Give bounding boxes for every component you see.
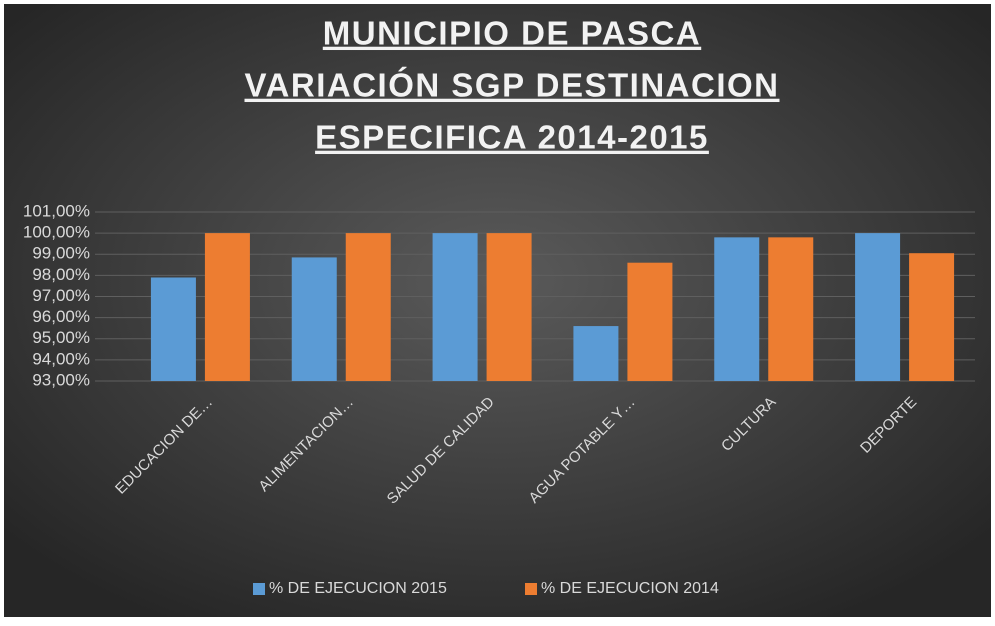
chart-title: MUNICIPIO DE PASCA [323, 15, 701, 52]
bar [768, 237, 814, 381]
bar [486, 233, 532, 381]
y-tick-label: 93,00% [32, 370, 90, 389]
chart-title: VARIACIÓN SGP DESTINACION [245, 67, 780, 104]
y-tick-label: 100,00% [23, 223, 90, 242]
chart-title: ESPECIFICA 2014-2015 [315, 119, 709, 156]
bar [627, 262, 673, 381]
y-tick-label: 99,00% [32, 244, 90, 263]
y-tick-label: 98,00% [32, 265, 90, 284]
bar [432, 233, 478, 381]
legend-label: % DE EJECUCION 2014 [541, 580, 719, 597]
bar [714, 237, 760, 381]
legend-label: % DE EJECUCION 2015 [269, 580, 447, 597]
y-tick-label: 94,00% [32, 349, 90, 368]
bar [345, 233, 391, 381]
bar [150, 277, 196, 381]
y-tick-label: 101,00% [23, 201, 90, 220]
bar [204, 233, 250, 381]
bar [909, 253, 955, 381]
y-tick-label: 97,00% [32, 286, 90, 305]
legend-swatch [525, 583, 537, 595]
bar [573, 326, 619, 381]
legend-swatch [253, 583, 265, 595]
y-tick-label: 95,00% [32, 328, 90, 347]
bar [855, 233, 901, 381]
y-tick-label: 96,00% [32, 307, 90, 326]
bar [291, 257, 337, 381]
